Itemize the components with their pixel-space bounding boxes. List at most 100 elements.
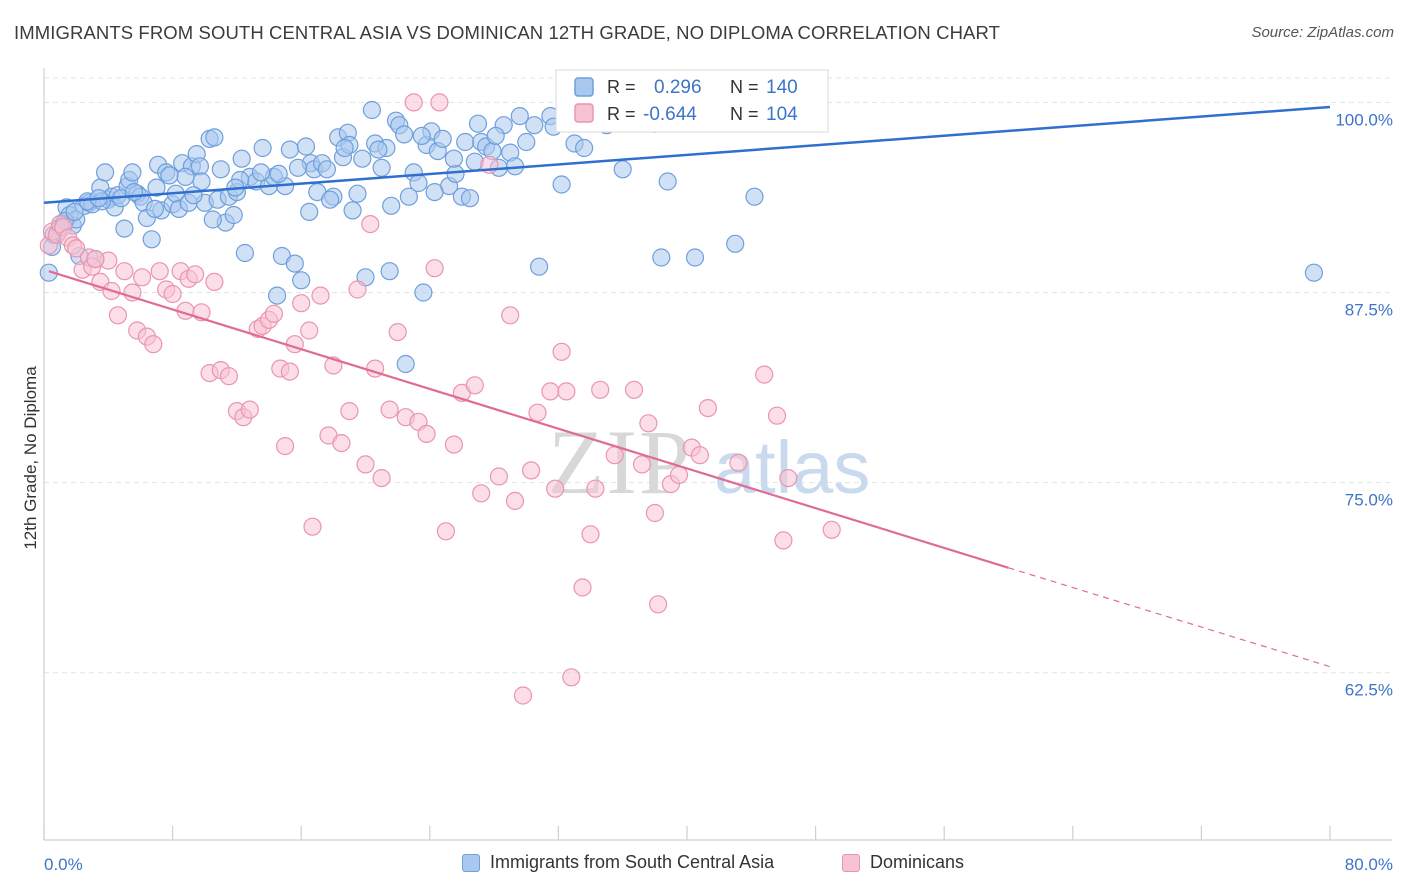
data-point <box>224 205 243 225</box>
legend-n-label: N = <box>730 77 759 97</box>
data-point <box>552 342 571 361</box>
data-point <box>648 595 668 614</box>
data-point <box>541 382 560 401</box>
data-point <box>501 306 520 325</box>
data-point <box>726 234 745 253</box>
data-point <box>745 187 764 206</box>
data-point <box>399 187 418 206</box>
data-point <box>205 128 224 147</box>
data-point <box>268 286 287 305</box>
data-point <box>632 455 652 474</box>
data-point <box>348 184 367 203</box>
data-point <box>456 132 475 152</box>
x-tick-labels: 0.0% 80.0% <box>44 855 1393 874</box>
data-point <box>321 190 340 209</box>
data-point <box>285 254 304 273</box>
data-point <box>332 434 351 453</box>
data-point <box>186 265 205 284</box>
data-point <box>372 469 391 488</box>
legend-r-label: R = <box>607 104 636 124</box>
legend-n-value: 140 <box>766 77 798 98</box>
trend-line-pink <box>48 270 1009 569</box>
data-point <box>147 178 166 197</box>
data-point <box>235 243 254 263</box>
data-point <box>348 280 367 299</box>
data-point <box>219 367 238 386</box>
legend-swatch-pink <box>842 853 860 872</box>
data-point <box>779 469 798 488</box>
data-point <box>404 93 423 112</box>
legend-r-value: -0.644 <box>643 104 697 125</box>
data-point <box>430 93 449 112</box>
data-point <box>380 400 399 419</box>
data-point <box>822 520 841 539</box>
data-point <box>133 268 152 287</box>
data-point <box>253 138 272 158</box>
data-point <box>639 414 658 433</box>
data-point <box>356 455 375 474</box>
data-point <box>489 467 508 486</box>
data-point <box>444 149 463 168</box>
data-point <box>395 125 414 144</box>
data-point <box>528 403 547 422</box>
data-point <box>67 239 86 258</box>
data-point <box>472 484 491 503</box>
data-point <box>123 163 142 182</box>
data-point <box>184 186 203 205</box>
data-point <box>425 183 444 202</box>
data-point <box>658 172 677 191</box>
legend-stats: R = 0.296 N = 140 R = -0.644 N = 104 <box>555 69 829 133</box>
data-point <box>529 257 549 276</box>
data-point <box>517 132 536 152</box>
data-point <box>251 163 271 182</box>
axes <box>43 68 1392 841</box>
data-point <box>767 406 787 425</box>
data-point <box>729 453 748 472</box>
data-point <box>280 362 299 381</box>
data-point <box>372 158 391 177</box>
data-point <box>300 202 319 221</box>
data-point <box>698 399 718 418</box>
y-axis-label: 12th Grade, No Diploma <box>21 366 40 550</box>
legend-box <box>555 69 829 133</box>
data-point <box>150 262 169 281</box>
legend-item-immigrants: Immigrants from South Central Asia <box>462 852 774 873</box>
data-point <box>557 382 576 401</box>
data-point <box>142 230 161 249</box>
data-point <box>388 323 407 342</box>
legend-label-dominicans: Dominicans <box>870 852 965 872</box>
chart-title: IMMIGRANTS FROM SOUTH CENTRAL ASIA VS DO… <box>14 22 1001 43</box>
data-point <box>296 137 316 156</box>
trend-line-pink-projection <box>1008 567 1331 668</box>
data-point <box>382 196 401 215</box>
data-point <box>690 446 710 465</box>
data-point <box>591 380 610 399</box>
data-point <box>573 578 592 597</box>
data-point <box>317 160 336 179</box>
data-point <box>1304 263 1324 282</box>
legend-swatch-pink <box>574 103 594 123</box>
data-point <box>574 138 594 158</box>
data-point <box>86 250 105 269</box>
data-point <box>144 335 163 354</box>
data-point <box>160 166 179 185</box>
data-point <box>163 284 182 304</box>
data-point <box>433 129 452 148</box>
data-point <box>65 202 84 221</box>
data-point <box>444 435 463 454</box>
data-point <box>468 114 488 133</box>
data-point <box>645 503 665 523</box>
data-point <box>292 271 311 290</box>
data-point <box>486 126 505 145</box>
trend-line-blue <box>43 105 1331 205</box>
data-point <box>562 668 581 687</box>
legend-swatch-blue <box>462 853 480 872</box>
data-point <box>465 376 484 395</box>
data-point <box>292 294 311 313</box>
data-point <box>115 219 134 238</box>
data-point <box>546 479 565 498</box>
data-point <box>525 116 544 135</box>
data-point <box>513 686 533 705</box>
data-point <box>264 304 283 323</box>
